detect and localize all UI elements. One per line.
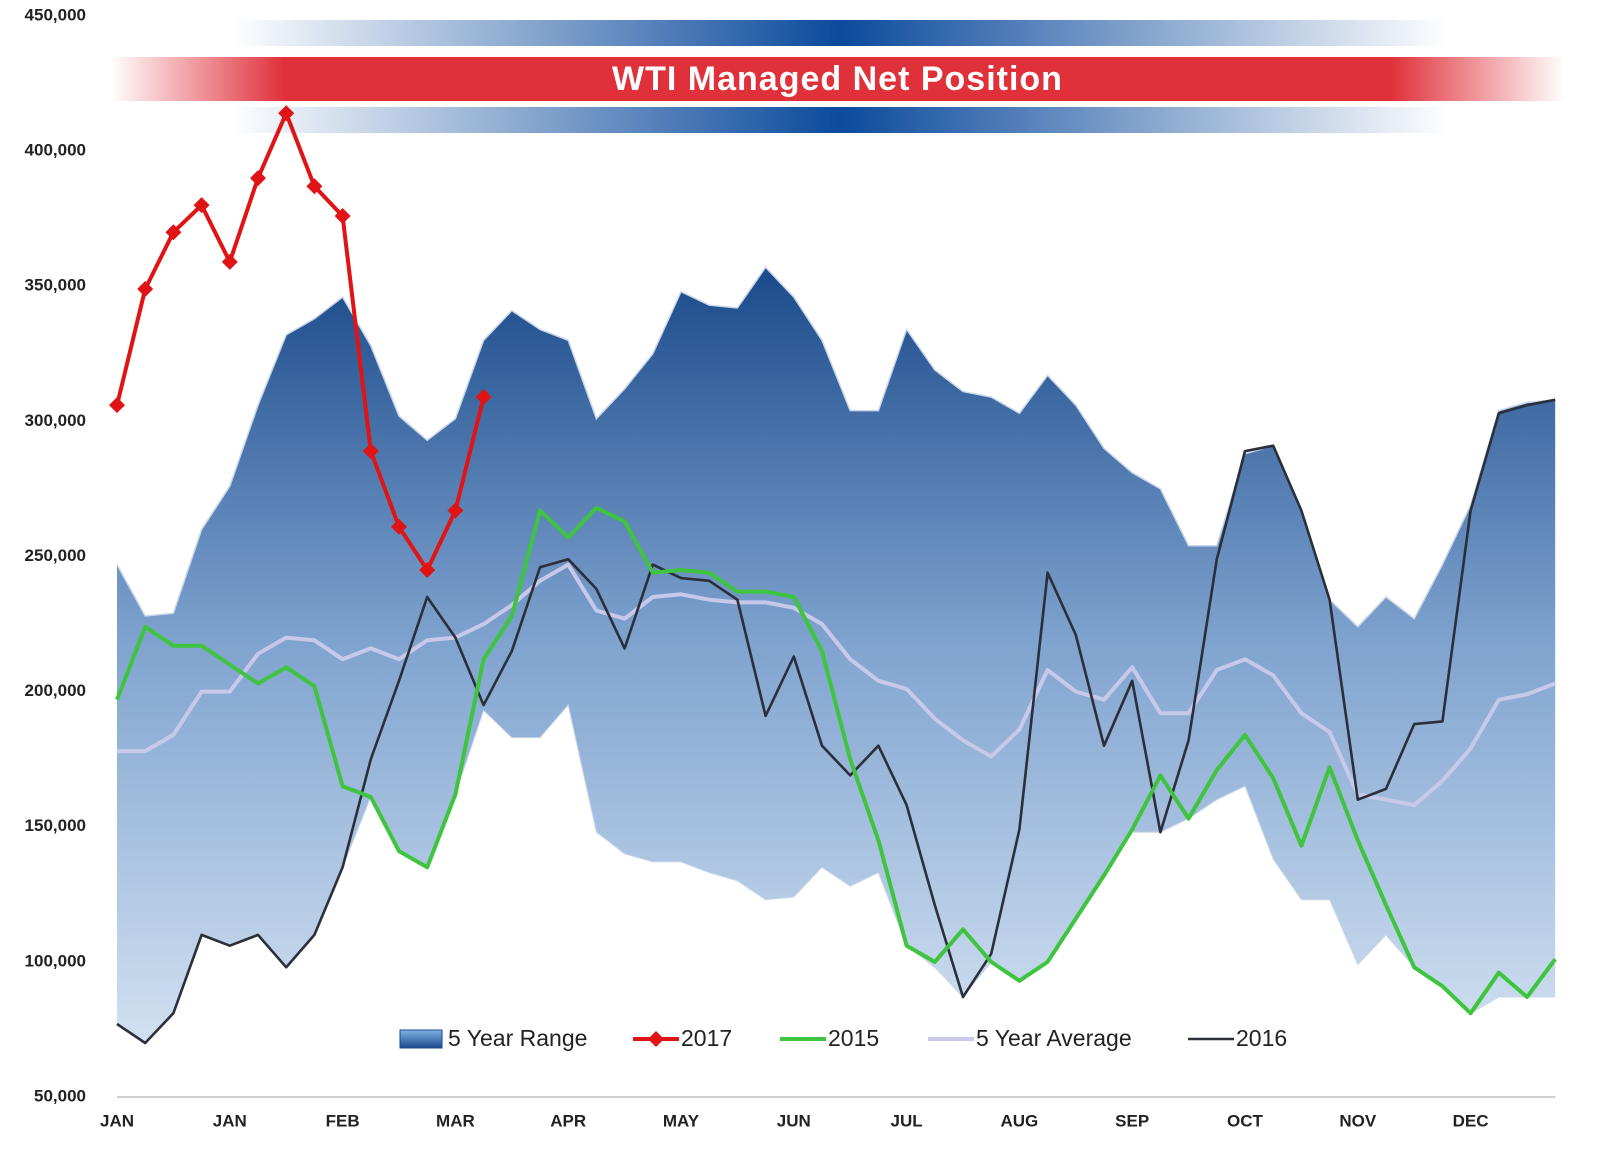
data-point (334, 207, 351, 224)
data-point (362, 443, 379, 460)
x-tick-label: DEC (1453, 1111, 1489, 1130)
series-line (117, 562, 1556, 808)
y-tick-label: 350,000 (25, 276, 86, 295)
data-point (447, 502, 464, 519)
y-tick-label: 100,000 (25, 951, 86, 970)
series-line (116, 398, 1556, 1045)
legend-marker (648, 1031, 664, 1047)
y-tick-label: 400,000 (25, 141, 86, 160)
x-tick-label: OCT (1227, 1111, 1264, 1130)
data-point (475, 389, 492, 406)
data-point (221, 253, 238, 270)
y-tick-label: 250,000 (25, 546, 86, 565)
legend-label: 5 Year Average (976, 1025, 1132, 1051)
data-point (193, 197, 210, 214)
legend-label: 2015 (828, 1025, 879, 1051)
data-point (391, 518, 407, 535)
data-point (278, 105, 295, 122)
x-tick-label: APR (550, 1111, 586, 1130)
range-area (117, 267, 1556, 1043)
title-banner (110, 57, 1565, 101)
data-point (306, 178, 323, 195)
legend-label: 5 Year Range (448, 1025, 587, 1051)
data-point (165, 224, 182, 241)
legend-swatch (399, 1029, 443, 1049)
banner-stripe (230, 107, 1450, 133)
series-line (115, 505, 1557, 1016)
data-point (419, 562, 436, 579)
data-point (109, 397, 125, 414)
x-tick-label: SEP (1115, 1111, 1149, 1130)
x-tick-label: MAR (436, 1111, 475, 1130)
x-tick-label: AUG (1001, 1111, 1039, 1130)
legend-label: 2017 (681, 1025, 732, 1051)
data-point (137, 280, 154, 297)
y-tick-label: 50,000 (34, 1086, 86, 1105)
range-low-edge (116, 704, 1556, 1044)
banner-stripe (230, 20, 1450, 46)
series-line (115, 111, 486, 572)
legend-label: 2016 (1236, 1025, 1287, 1051)
x-tick-label: JAN (100, 1111, 134, 1130)
x-tick-label: FEB (326, 1111, 360, 1130)
y-tick-label: 200,000 (25, 681, 86, 700)
x-tick-label: MAY (663, 1111, 700, 1130)
x-tick-label: NOV (1339, 1111, 1377, 1130)
y-tick-label: 450,000 (25, 5, 86, 24)
x-tick-label: JUL (891, 1111, 923, 1130)
y-tick-label: 150,000 (25, 816, 86, 835)
x-tick-label: JUN (777, 1111, 811, 1130)
y-tick-label: 300,000 (25, 411, 86, 430)
x-tick-label: JAN (213, 1111, 247, 1130)
data-point (250, 170, 266, 187)
chart-title: WTI Managed Net Position (612, 60, 1063, 98)
